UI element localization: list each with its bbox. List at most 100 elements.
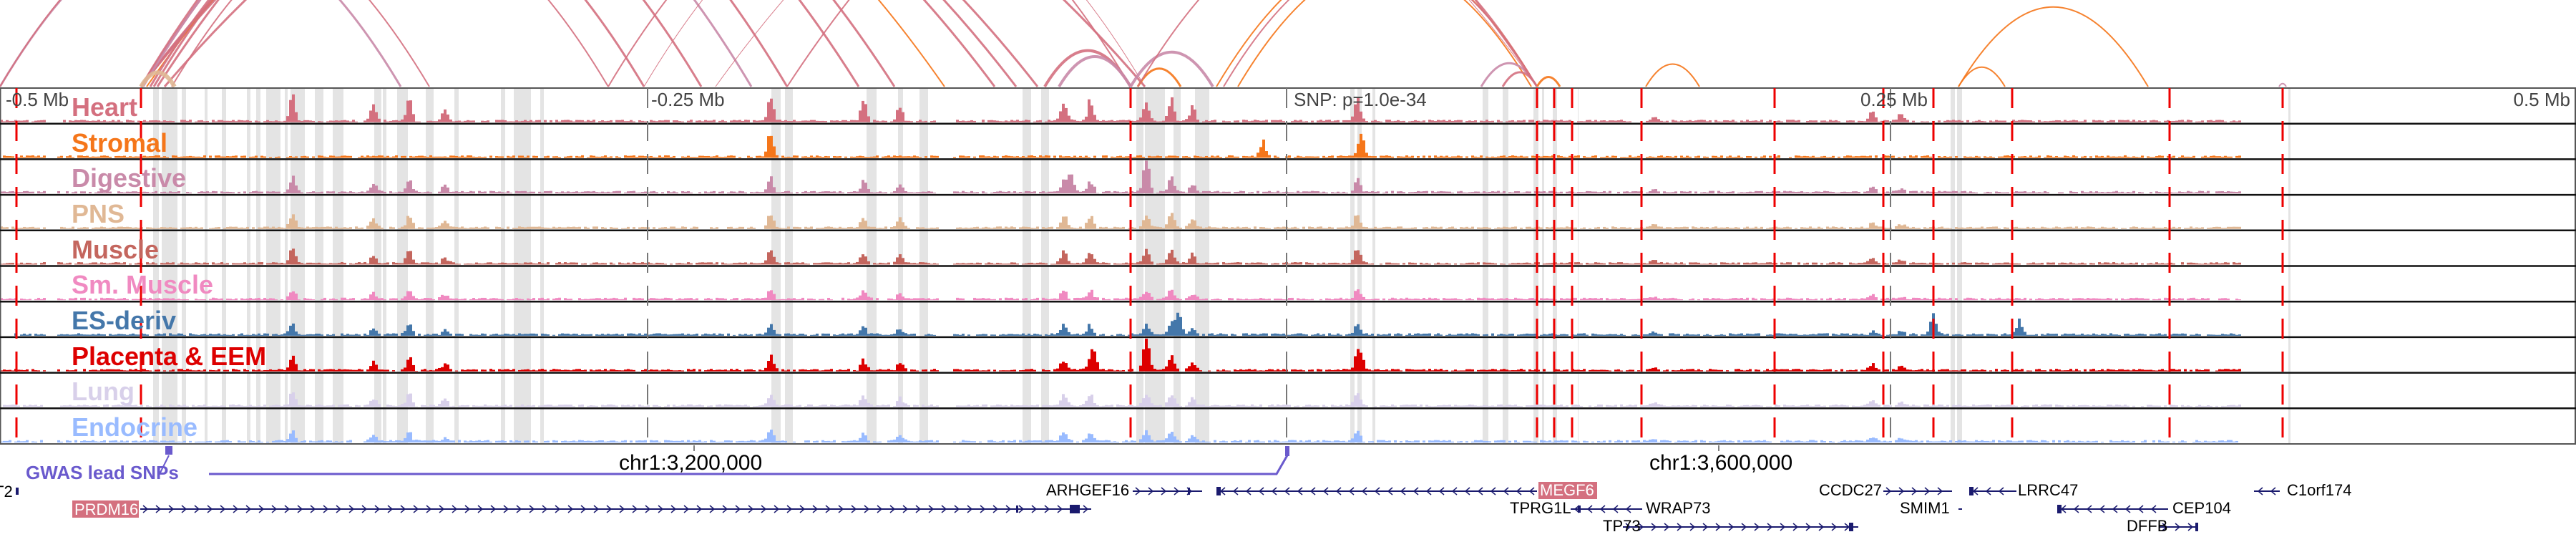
signal-bar xyxy=(2224,155,2227,158)
signal-bar xyxy=(109,369,112,372)
signal-bar xyxy=(1852,333,1855,336)
signal-bar xyxy=(2152,263,2155,265)
signal-bar xyxy=(1360,294,1362,301)
signal-bar xyxy=(1526,262,1528,265)
signal-bar xyxy=(627,333,630,336)
signal-bar xyxy=(1969,226,1972,229)
signal-bar xyxy=(467,369,469,372)
signal-bar xyxy=(1511,263,1514,265)
signal-bar xyxy=(1002,191,1005,194)
signal-bar xyxy=(1780,121,1783,122)
signal-bar xyxy=(2032,334,2035,336)
signal-bar xyxy=(352,263,355,265)
signal-bar xyxy=(1176,190,1179,194)
signal-bar xyxy=(1474,263,1477,265)
signal-bar xyxy=(1468,298,1471,301)
signal-bar xyxy=(518,121,521,122)
signal-bar xyxy=(1050,226,1053,229)
signal-bar xyxy=(1483,121,1485,122)
signal-bar xyxy=(1483,262,1485,265)
signal-bar xyxy=(2207,157,2210,158)
signal-bar xyxy=(203,334,206,336)
signal-bar xyxy=(1674,334,1677,336)
signal-bar xyxy=(401,369,404,372)
signal-bar xyxy=(1795,334,1797,336)
signal-bar xyxy=(1420,121,1423,122)
signal-bar xyxy=(278,334,280,336)
signal-bar xyxy=(2044,299,2046,301)
signal-bar xyxy=(1136,262,1139,265)
signal-bar xyxy=(1245,333,1248,336)
signal-bar xyxy=(1245,299,1248,301)
signal-bar xyxy=(1686,191,1689,194)
signal-bar xyxy=(1382,334,1385,336)
signal-bar xyxy=(0,298,3,301)
signal-bar xyxy=(678,121,681,122)
signal-bar xyxy=(435,227,438,229)
signal-bar xyxy=(2152,226,2155,229)
signal-bar xyxy=(1351,190,1354,194)
signal-bar xyxy=(155,190,157,194)
signal-bar xyxy=(584,226,587,229)
signal-bar xyxy=(2095,120,2098,122)
signal-bar xyxy=(272,121,275,122)
signal-bar xyxy=(263,369,266,372)
signal-bar xyxy=(1148,218,1151,229)
signal-bar xyxy=(1351,155,1354,158)
signal-bar xyxy=(2204,155,2207,158)
signal-bar xyxy=(1614,263,1617,265)
signal-bar xyxy=(2212,334,2215,336)
signal-bar xyxy=(352,120,355,122)
signal-bar xyxy=(2029,299,2032,301)
signal-bar xyxy=(2235,192,2238,194)
signal-bar xyxy=(1291,121,1294,122)
signal-bar xyxy=(1222,191,1225,194)
signal-bar xyxy=(1709,263,1712,265)
signal-bar xyxy=(1969,334,1972,336)
signal-bar xyxy=(1737,262,1740,265)
signal-bar xyxy=(570,262,572,265)
signal-bar xyxy=(475,369,478,372)
signal-bar xyxy=(2218,263,2221,265)
signal-bar xyxy=(1302,299,1305,301)
signal-bar xyxy=(2064,299,2067,301)
signal-bar xyxy=(1769,155,1772,158)
signal-bar xyxy=(2115,190,2118,194)
signal-bar xyxy=(2201,156,2204,158)
signal-bar xyxy=(1357,97,1360,122)
signal-bar xyxy=(375,330,378,336)
signal-bar xyxy=(1454,334,1457,336)
signal-bar xyxy=(26,299,29,301)
signal-bar xyxy=(484,226,487,229)
signal-bar xyxy=(512,369,515,372)
signal-bar xyxy=(2049,298,2052,301)
signal-bar xyxy=(1411,155,1414,158)
signal-bar xyxy=(1357,250,1360,265)
signal-bar xyxy=(1188,258,1191,265)
signal-bar xyxy=(904,156,907,158)
signal-bar xyxy=(1646,263,1649,265)
signal-bar xyxy=(349,369,352,372)
signal-bar xyxy=(404,188,406,194)
signal-bar xyxy=(23,263,26,265)
signal-bar xyxy=(2018,156,2021,158)
signal-bar xyxy=(1460,227,1463,229)
signal-bar xyxy=(2089,191,2092,194)
signal-bar xyxy=(896,329,899,336)
signal-bar xyxy=(426,370,429,372)
signal-bar xyxy=(1251,155,1254,158)
signal-bar xyxy=(155,369,157,372)
signal-bar xyxy=(132,227,135,229)
signal-bar xyxy=(1703,334,1706,336)
signal-bar xyxy=(1829,157,1832,158)
signal-bar xyxy=(518,155,521,158)
signal-bar xyxy=(1036,334,1039,336)
signal-bar xyxy=(80,262,83,265)
signal-bar xyxy=(1772,227,1775,229)
signal-bar xyxy=(1371,120,1374,122)
signal-bar xyxy=(1654,296,1657,301)
signal-bar xyxy=(821,333,824,336)
signal-bar xyxy=(1566,298,1568,301)
signal-bar xyxy=(610,120,613,122)
signal-bar xyxy=(1752,228,1755,229)
